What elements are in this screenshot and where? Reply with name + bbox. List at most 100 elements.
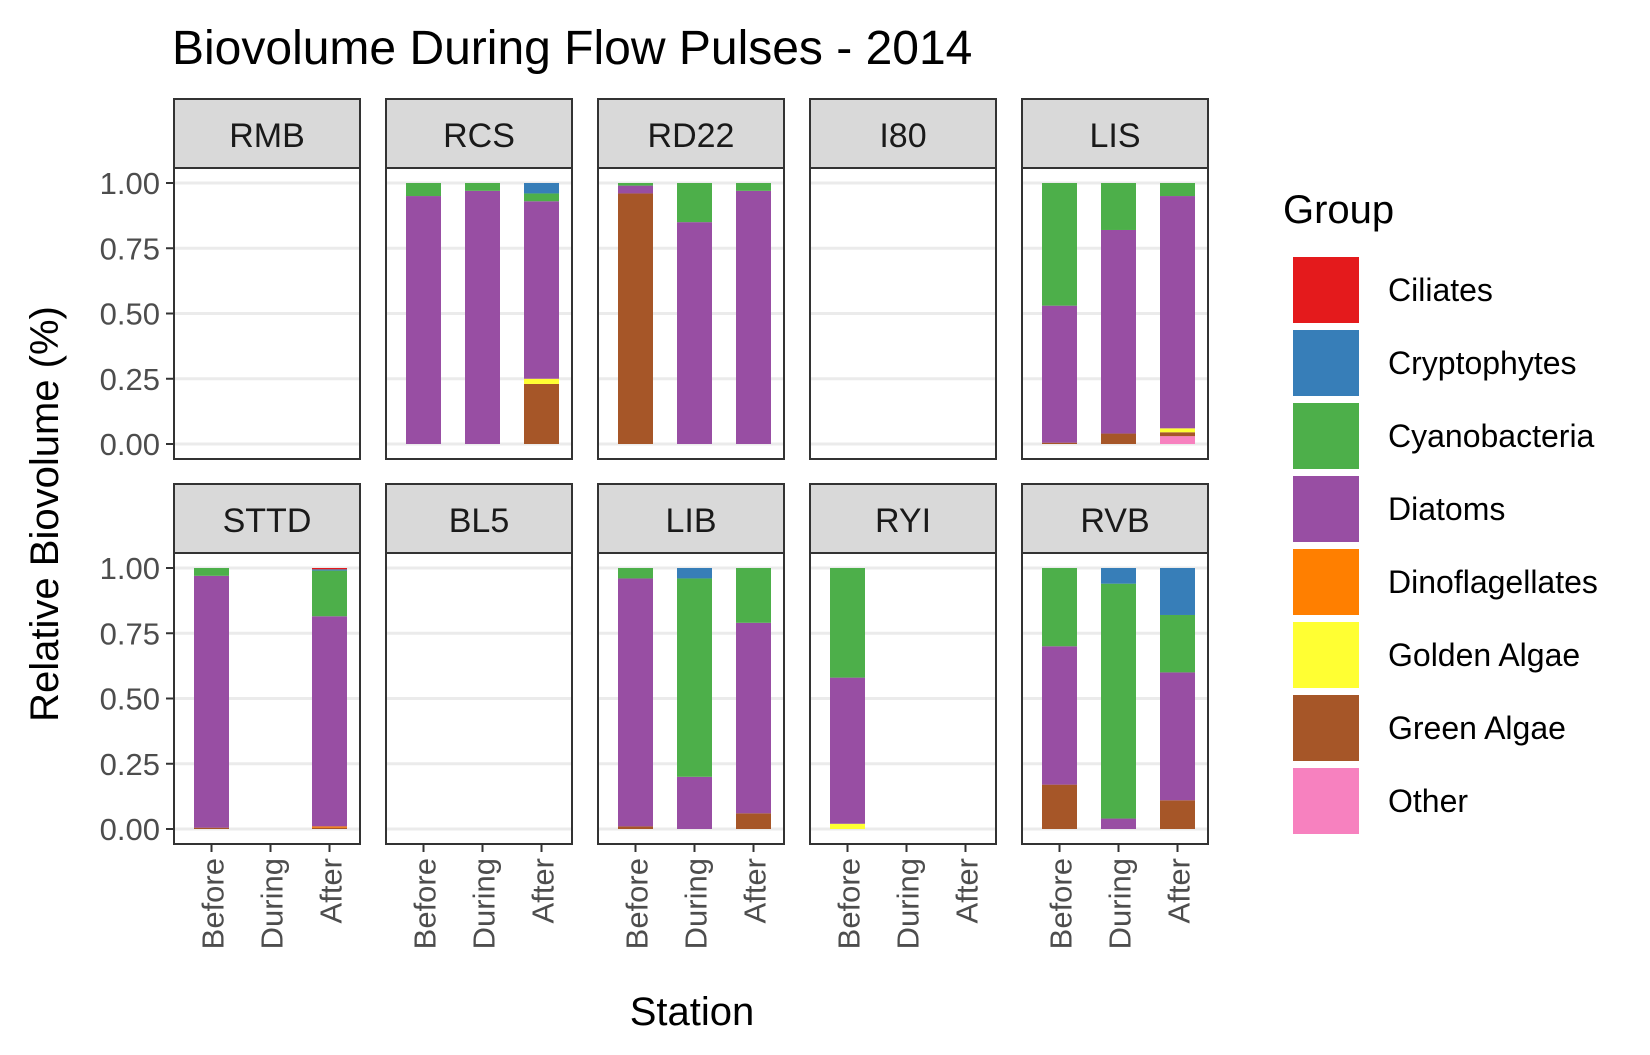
bar-segment-rcs-before-cyanobacteria	[406, 183, 441, 197]
bar-segment-rd22-before-green-algae	[618, 193, 653, 444]
legend-label: Diatoms	[1388, 491, 1505, 527]
x-tick-label: Before	[408, 858, 443, 949]
bar-segment-lib-before-green-algae	[618, 826, 653, 829]
y-tick-label: 0.50	[100, 297, 160, 332]
bar-segment-ryi-before-diatoms	[830, 677, 865, 824]
legend-swatch	[1293, 768, 1359, 834]
legend-label: Cyanobacteria	[1388, 418, 1595, 454]
bar-segment-rvb-before-green-algae	[1042, 784, 1077, 829]
bar-segment-sttd-after-cyanobacteria	[312, 570, 347, 617]
legend-item-other: Other	[1293, 768, 1468, 834]
facet-strip	[385, 483, 573, 554]
bar-segment-rvb-during-cyanobacteria	[1101, 583, 1136, 819]
bar-segment-rvb-after-cryptophytes	[1160, 568, 1195, 615]
legend-item-golden-algae: Golden Algae	[1293, 622, 1580, 688]
bar-segment-rvb-before-cyanobacteria	[1042, 568, 1077, 647]
bar-segment-lib-before-diatoms	[618, 578, 653, 827]
facet-strip-label: RYI	[875, 502, 931, 540]
x-tick-label: Before	[620, 858, 655, 949]
y-tick-label: 1.00	[100, 166, 160, 201]
bar-segment-lis-before-cyanobacteria	[1042, 183, 1077, 306]
bar-segment-sttd-after-cryptophytes	[312, 569, 347, 571]
legend-item-ciliates: Ciliates	[1293, 257, 1493, 323]
x-tick-label: After	[1162, 858, 1197, 923]
y-tick-label: 0.00	[100, 812, 160, 847]
bar-segment-lis-after-green-algae	[1160, 432, 1195, 437]
x-axis-title: Station	[630, 990, 755, 1034]
legend-swatch	[1293, 549, 1359, 615]
x-tick-label: During	[679, 858, 714, 949]
legend-swatch	[1293, 330, 1359, 396]
facet-strip-label: RD22	[648, 117, 735, 155]
legend-label: Cryptophytes	[1388, 345, 1577, 381]
bar-segment-rd22-during-cyanobacteria	[677, 183, 712, 223]
bar-segment-lib-after-diatoms	[736, 622, 771, 814]
facet-panel-i80: I80	[809, 98, 997, 460]
bar-segment-rvb-after-green-algae	[1160, 800, 1195, 829]
bar-segment-lis-before-green-algae	[1042, 442, 1077, 444]
bar-segment-lis-before-diatoms	[1042, 305, 1077, 443]
facet-panel-lis: LIS	[1021, 98, 1209, 460]
bar-segment-sttd-before-diatoms	[194, 575, 229, 828]
facet-strip-label: STTD	[223, 502, 312, 540]
chart-title: Biovolume During Flow Pulses - 2014	[172, 22, 972, 75]
panel-border	[385, 552, 573, 845]
legend-label: Golden Algae	[1388, 637, 1580, 673]
bar-segment-rvb-before-diatoms	[1042, 646, 1077, 785]
x-tick-label: After	[526, 858, 561, 923]
y-tick-label: 0.75	[100, 231, 160, 266]
bar-segment-lib-before-cyanobacteria	[618, 568, 653, 579]
x-tick-label: During	[467, 858, 502, 949]
x-tick-label: After	[314, 858, 349, 923]
facet-strip	[809, 98, 997, 169]
bar-segment-rcs-after-green-algae	[524, 383, 559, 444]
facet-panel-rvb: RVB Before During After	[1021, 483, 1209, 949]
facet-strip-label: LIS	[1089, 117, 1140, 155]
facet-panel-lib: LIB Before During After	[597, 483, 785, 949]
bar-segment-sttd-after-diatoms	[312, 616, 347, 827]
x-tick-label: After	[738, 858, 773, 923]
facet-panel-sttd: STTD 0.00 0.25 0.50 0.75 1.00 Before During Afte…	[100, 483, 361, 949]
bar-segment-lib-after-cyanobacteria	[736, 568, 771, 623]
y-tick-label: 1.00	[100, 551, 160, 586]
facet-panel-bl5: BL5 Before During After	[385, 483, 573, 949]
panel-border	[385, 167, 573, 460]
bar-segment-sttd-after-green-algae	[312, 827, 347, 829]
bar-segment-rd22-after-cyanobacteria	[736, 183, 771, 191]
bar-segment-lis-after-golden-algae	[1160, 428, 1195, 433]
bar-segment-ryi-before-cyanobacteria	[830, 568, 865, 678]
x-tick-label: Before	[1044, 858, 1079, 949]
bar-segment-lis-after-diatoms	[1160, 196, 1195, 429]
bar-segment-lis-after-cyanobacteria	[1160, 183, 1195, 197]
bar-segment-rcs-after-cyanobacteria	[524, 193, 559, 202]
bar-segment-rcs-before-diatoms	[406, 196, 441, 444]
facet-strip-label: BL5	[449, 502, 510, 540]
facet-strip	[173, 98, 361, 169]
bar-segment-lib-during-cryptophytes	[677, 568, 712, 579]
facet-strip-label: RVB	[1080, 502, 1149, 540]
legend-swatch	[1293, 695, 1359, 761]
legend-item-diatoms: Diatoms	[1293, 476, 1505, 542]
legend-label: Dinoflagellates	[1388, 564, 1598, 600]
bar-segment-ryi-before-golden-algae	[830, 823, 865, 829]
bar-segment-lib-during-cyanobacteria	[677, 578, 712, 777]
facet-panel-rmb: RMB 0.00 0.25 0.50 0.75 1.00	[100, 98, 361, 462]
panel-border	[809, 167, 997, 460]
legend-swatch	[1293, 257, 1359, 323]
bar-segment-rd22-during-diatoms	[677, 222, 712, 444]
y-tick-label: 0.25	[100, 747, 160, 782]
y-axis-title: Relative Biovolume (%)	[23, 306, 67, 722]
bar-segment-lis-after-other	[1160, 436, 1195, 444]
bar-segment-lis-during-cyanobacteria	[1101, 183, 1136, 230]
y-tick-label: 0.00	[100, 427, 160, 462]
bar-segment-rvb-after-diatoms	[1160, 672, 1195, 801]
bar-segment-rcs-during-cyanobacteria	[465, 183, 500, 191]
facet-strip	[597, 483, 785, 554]
legend-label: Other	[1388, 783, 1468, 819]
bar-segment-rd22-before-diatoms	[618, 185, 653, 194]
legend-swatch	[1293, 622, 1359, 688]
facet-strip-label: RMB	[229, 117, 305, 155]
legend-item-dinoflagellates: Dinoflagellates	[1293, 549, 1598, 615]
